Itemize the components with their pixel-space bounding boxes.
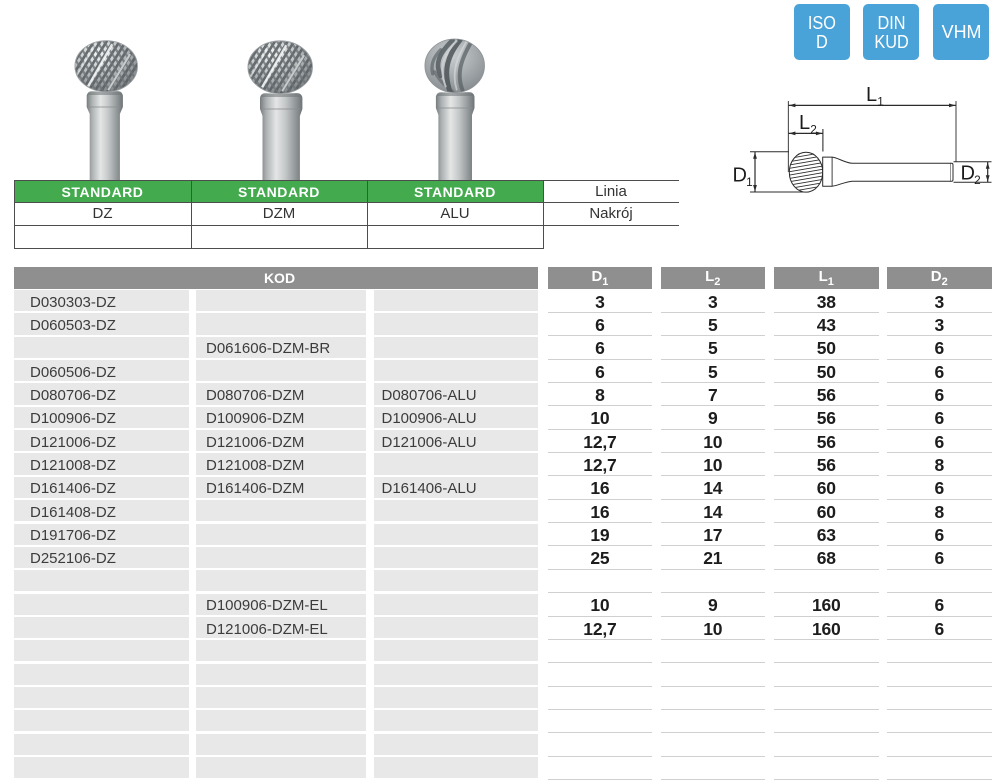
svg-text:1: 1 — [746, 175, 753, 189]
svg-text:L: L — [799, 112, 810, 134]
svg-text:D: D — [961, 163, 975, 185]
svg-text:L: L — [866, 84, 877, 106]
svg-text:D: D — [733, 165, 747, 187]
svg-text:2: 2 — [810, 123, 817, 137]
svg-text:1: 1 — [877, 95, 884, 109]
svg-text:2: 2 — [974, 173, 981, 187]
